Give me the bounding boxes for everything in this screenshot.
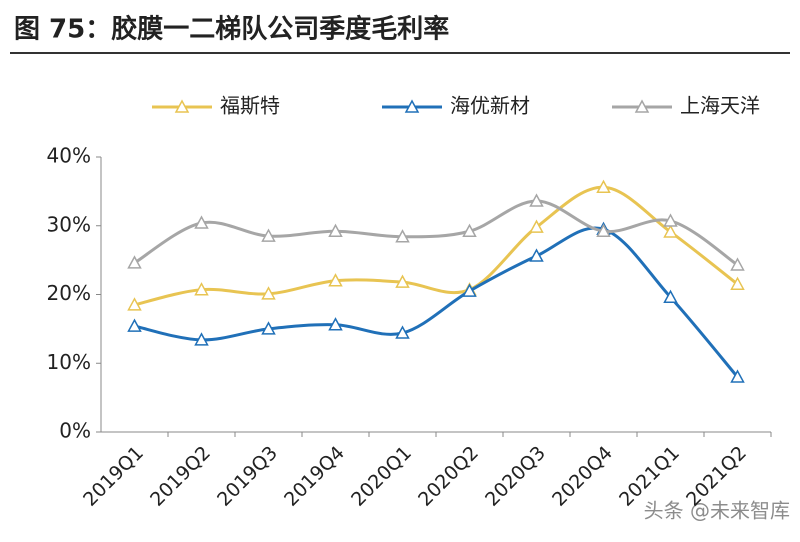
point-marker [663,213,678,227]
point-marker [328,223,343,237]
point-marker [663,224,678,238]
x-tick-label: 2019Q1 [79,442,148,511]
point-marker [194,215,209,229]
series-line [133,199,739,267]
point-marker [328,317,343,331]
point-marker [730,276,745,290]
point-marker [529,193,544,207]
point-marker [194,282,209,296]
point-marker [462,223,477,237]
x-tick-label: 2019Q2 [146,442,215,511]
point-marker [462,283,477,297]
y-tick-label: 20% [47,281,91,305]
x-tick-label: 2020Q2 [414,442,483,511]
x-tick-label: 2020Q3 [481,442,550,511]
x-tick-label: 2020Q4 [548,442,617,511]
series-line [134,226,739,378]
point-marker [395,274,410,288]
x-tick-label: 2020Q1 [347,442,416,511]
point-marker [730,369,745,383]
point-marker [328,273,343,287]
point-marker [194,332,209,346]
point-marker [596,179,611,193]
legend-label: 上海天洋 [680,94,760,118]
legend-marker [634,99,650,113]
point-marker [730,257,745,271]
point-marker [529,219,544,233]
x-tick-label: 2019Q4 [280,442,349,511]
y-tick-label: 10% [47,350,91,374]
point-marker [529,248,544,262]
point-marker [395,325,410,339]
legend-label: 福斯特 [220,94,280,118]
point-marker [395,229,410,243]
point-marker [127,318,142,332]
point-marker [127,255,142,269]
point-marker [663,289,678,303]
series-line [134,185,739,307]
point-marker [596,223,611,237]
y-tick-label: 0% [59,419,91,443]
point-marker [127,297,142,311]
y-tick-label: 40% [47,144,91,168]
point-marker [261,286,276,300]
legend-label: 海优新材 [450,94,530,118]
legend-marker [404,99,420,113]
x-tick-label: 2019Q3 [213,442,282,511]
watermark: 头条 @未来智库 [644,499,790,523]
chart-title: 图 75：胶膜一二梯队公司季度毛利率 [14,14,449,45]
point-marker [261,228,276,242]
legend-marker [174,99,190,113]
point-marker [261,321,276,335]
y-tick-label: 30% [47,212,91,236]
